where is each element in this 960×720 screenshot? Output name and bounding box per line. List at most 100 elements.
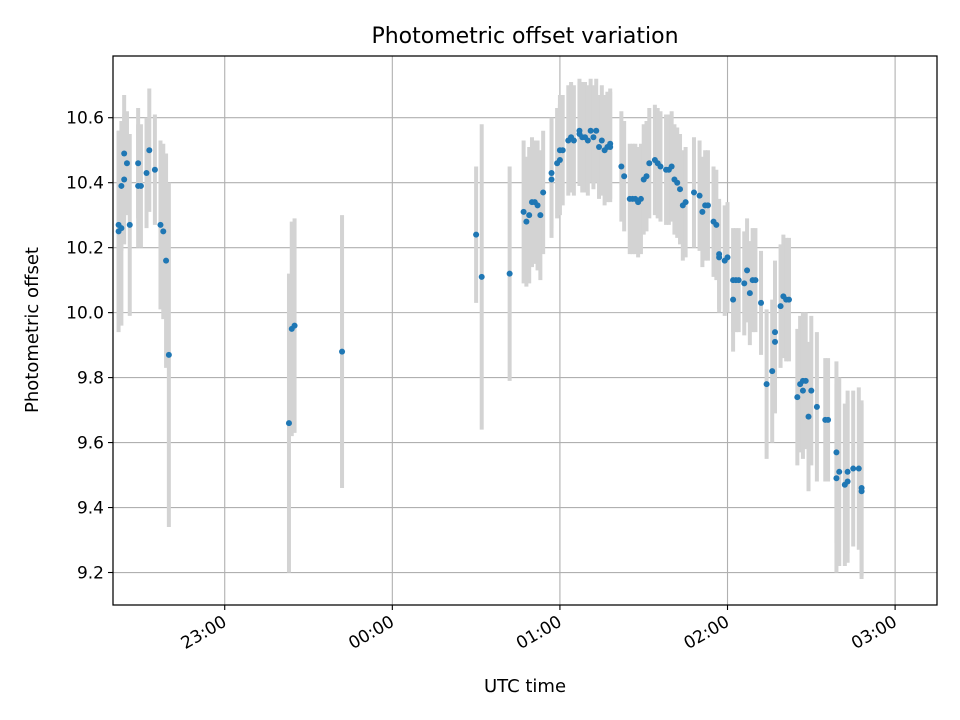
grid-layer bbox=[113, 56, 937, 605]
data-point bbox=[844, 468, 851, 475]
data-point bbox=[548, 169, 555, 176]
data-point bbox=[121, 176, 128, 183]
y-tick-label: 10.2 bbox=[66, 239, 104, 259]
data-point bbox=[534, 202, 541, 209]
data-point bbox=[123, 160, 130, 167]
data-point bbox=[520, 208, 527, 215]
data-point bbox=[121, 150, 128, 157]
data-point bbox=[699, 208, 706, 215]
data-point bbox=[151, 166, 158, 173]
y-axis-label: Photometric offset bbox=[22, 247, 43, 413]
data-point bbox=[637, 195, 644, 202]
data-point bbox=[769, 368, 776, 375]
x-tick-label: 23:00 bbox=[178, 612, 230, 654]
x-tick-label: 01:00 bbox=[513, 612, 565, 654]
y-tick-label: 9.4 bbox=[77, 499, 104, 519]
data-point bbox=[473, 231, 480, 238]
data-point bbox=[160, 228, 167, 235]
data-point bbox=[674, 179, 681, 186]
data-point bbox=[618, 163, 625, 170]
data-point bbox=[713, 221, 720, 228]
data-point bbox=[850, 465, 857, 472]
data-point bbox=[744, 267, 751, 274]
data-point bbox=[802, 377, 809, 384]
data-point bbox=[526, 212, 533, 219]
data-point bbox=[339, 348, 346, 355]
x-tick-label: 02:00 bbox=[681, 612, 733, 654]
data-point bbox=[785, 296, 792, 303]
data-point bbox=[559, 147, 566, 154]
x-axis-label: UTC time bbox=[484, 676, 566, 697]
data-point bbox=[690, 189, 697, 196]
data-point bbox=[165, 351, 172, 358]
data-point bbox=[771, 329, 778, 336]
data-point bbox=[537, 212, 544, 219]
point-layer bbox=[115, 127, 865, 495]
data-point bbox=[657, 163, 664, 170]
errorbar-layer bbox=[116, 78, 864, 580]
chart-title: Photometric offset variation bbox=[371, 24, 678, 49]
data-point bbox=[598, 137, 605, 144]
data-point bbox=[593, 127, 600, 134]
data-point bbox=[730, 296, 737, 303]
data-point bbox=[668, 163, 675, 170]
data-point bbox=[291, 322, 298, 329]
data-point bbox=[607, 143, 614, 150]
data-point bbox=[716, 254, 723, 261]
data-point bbox=[724, 254, 731, 261]
data-point bbox=[556, 156, 563, 163]
data-point bbox=[735, 277, 742, 284]
data-point bbox=[285, 420, 292, 427]
data-point bbox=[771, 338, 778, 345]
data-point bbox=[858, 488, 865, 495]
data-point bbox=[137, 182, 144, 189]
data-point bbox=[587, 127, 594, 134]
data-point bbox=[799, 387, 806, 394]
data-point bbox=[808, 387, 815, 394]
data-point bbox=[777, 303, 784, 310]
data-point bbox=[590, 134, 597, 141]
data-point bbox=[548, 176, 555, 183]
data-point bbox=[704, 202, 711, 209]
y-tick-label: 9.6 bbox=[77, 434, 104, 454]
data-point bbox=[523, 218, 530, 225]
x-tick-label: 03:00 bbox=[848, 612, 900, 654]
data-point bbox=[643, 173, 650, 180]
data-point bbox=[805, 413, 812, 420]
y-tick-label: 9.8 bbox=[77, 369, 104, 389]
plot-area-frame bbox=[112, 55, 938, 606]
y-tick-label: 10.6 bbox=[66, 109, 104, 129]
data-point bbox=[478, 273, 485, 280]
data-point bbox=[696, 192, 703, 199]
data-point bbox=[118, 225, 125, 232]
data-point bbox=[855, 465, 862, 472]
data-point bbox=[833, 475, 840, 482]
data-point bbox=[135, 160, 142, 167]
data-point bbox=[596, 143, 603, 150]
y-tick-label: 9.2 bbox=[77, 564, 104, 584]
data-point bbox=[506, 270, 513, 277]
x-tick-label: 00:00 bbox=[345, 612, 397, 654]
data-point bbox=[836, 468, 843, 475]
data-point bbox=[126, 221, 133, 228]
data-point bbox=[741, 280, 748, 287]
data-point bbox=[621, 173, 628, 180]
data-point bbox=[752, 277, 759, 284]
data-point bbox=[118, 182, 125, 189]
data-point bbox=[143, 169, 150, 176]
data-point bbox=[146, 147, 153, 154]
data-point bbox=[576, 127, 583, 134]
data-point bbox=[844, 478, 851, 485]
y-tick-label: 10.4 bbox=[66, 174, 104, 194]
data-point bbox=[794, 394, 801, 401]
data-point bbox=[813, 403, 820, 410]
data-point bbox=[682, 199, 689, 206]
data-point bbox=[833, 449, 840, 456]
y-tick-label: 10.0 bbox=[66, 304, 104, 324]
data-point bbox=[763, 381, 770, 388]
data-point bbox=[157, 221, 164, 228]
data-point bbox=[825, 416, 832, 423]
data-point bbox=[163, 257, 170, 264]
data-point bbox=[584, 137, 591, 144]
